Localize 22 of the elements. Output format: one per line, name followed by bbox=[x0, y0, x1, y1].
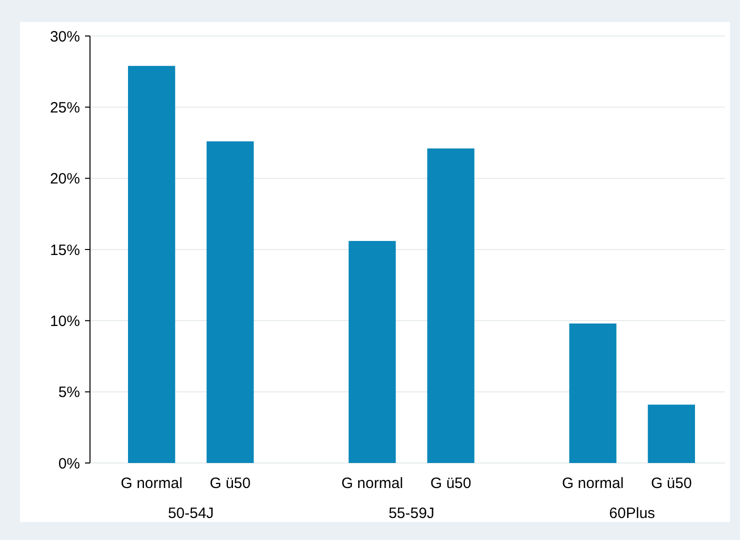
bar bbox=[206, 141, 254, 463]
y-tick-label: 20% bbox=[50, 170, 80, 188]
series-label: G normal bbox=[341, 475, 404, 492]
y-tick-label: 25% bbox=[50, 99, 80, 116]
text: G ü50 bbox=[650, 475, 692, 492]
series-label: G ü50 bbox=[210, 475, 251, 492]
bar bbox=[569, 324, 616, 463]
bar bbox=[128, 66, 176, 463]
y-tick-label: 5% bbox=[58, 384, 80, 402]
y-tick-label: 30% bbox=[50, 28, 80, 46]
x-tick-label: 50-54J bbox=[168, 505, 214, 522]
y-tick-label: 10% bbox=[50, 312, 80, 330]
y-tick-label: 0% bbox=[58, 455, 80, 472]
bar bbox=[427, 148, 474, 463]
text: G normal bbox=[120, 475, 182, 492]
x-tick-label: 55-59J bbox=[388, 505, 434, 522]
y-tick-label: 15% bbox=[50, 242, 80, 259]
bar bbox=[648, 404, 695, 463]
text: G normal bbox=[562, 475, 624, 492]
text: G ü50 bbox=[430, 475, 472, 492]
bar bbox=[348, 240, 396, 463]
x-tick-label: 60Plus bbox=[609, 505, 656, 522]
